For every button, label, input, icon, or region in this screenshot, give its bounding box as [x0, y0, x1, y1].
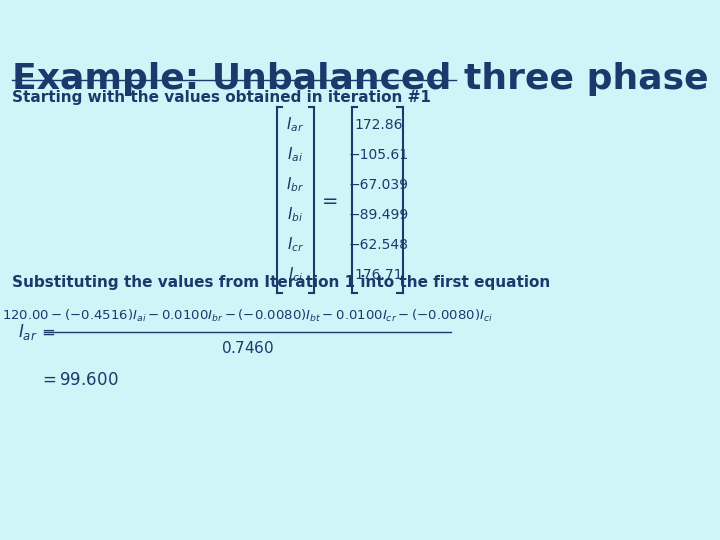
Text: 176.71: 176.71 [354, 268, 402, 282]
Text: $I_{ai}$: $I_{ai}$ [287, 146, 303, 164]
Text: Substituting the values from Iteration 1 into the first equation: Substituting the values from Iteration 1… [12, 275, 550, 290]
Text: $=$: $=$ [318, 191, 338, 210]
Text: Starting with the values obtained in iteration #1: Starting with the values obtained in ite… [12, 90, 431, 105]
Text: $=$: $=$ [37, 323, 55, 341]
Text: $I_{bi}$: $I_{bi}$ [287, 206, 303, 224]
Text: Example: Unbalanced three phase load: Example: Unbalanced three phase load [12, 62, 720, 96]
Text: $I_{ar}$: $I_{ar}$ [18, 322, 37, 342]
Text: $= 99.600$: $= 99.600$ [39, 371, 118, 389]
Text: $0.7460$: $0.7460$ [221, 340, 274, 356]
Text: −62.548: −62.548 [348, 238, 408, 252]
Text: $I_{ci}$: $I_{ci}$ [288, 266, 303, 285]
Text: $I_{br}$: $I_{br}$ [287, 176, 305, 194]
Text: −105.61: −105.61 [348, 148, 408, 162]
Text: 172.86: 172.86 [354, 118, 402, 132]
Text: $120.00-(-0.4516)I_{ai}-0.0100I_{br}-(-0.0080)I_{bt}-0.0100I_{cr}-(-0.0080)I_{ci: $120.00-(-0.4516)I_{ai}-0.0100I_{br}-(-0… [2, 308, 493, 324]
Text: −89.499: −89.499 [348, 208, 409, 222]
Text: $I_{cr}$: $I_{cr}$ [287, 235, 304, 254]
Text: $I_{ar}$: $I_{ar}$ [287, 116, 305, 134]
Text: −67.039: −67.039 [348, 178, 408, 192]
